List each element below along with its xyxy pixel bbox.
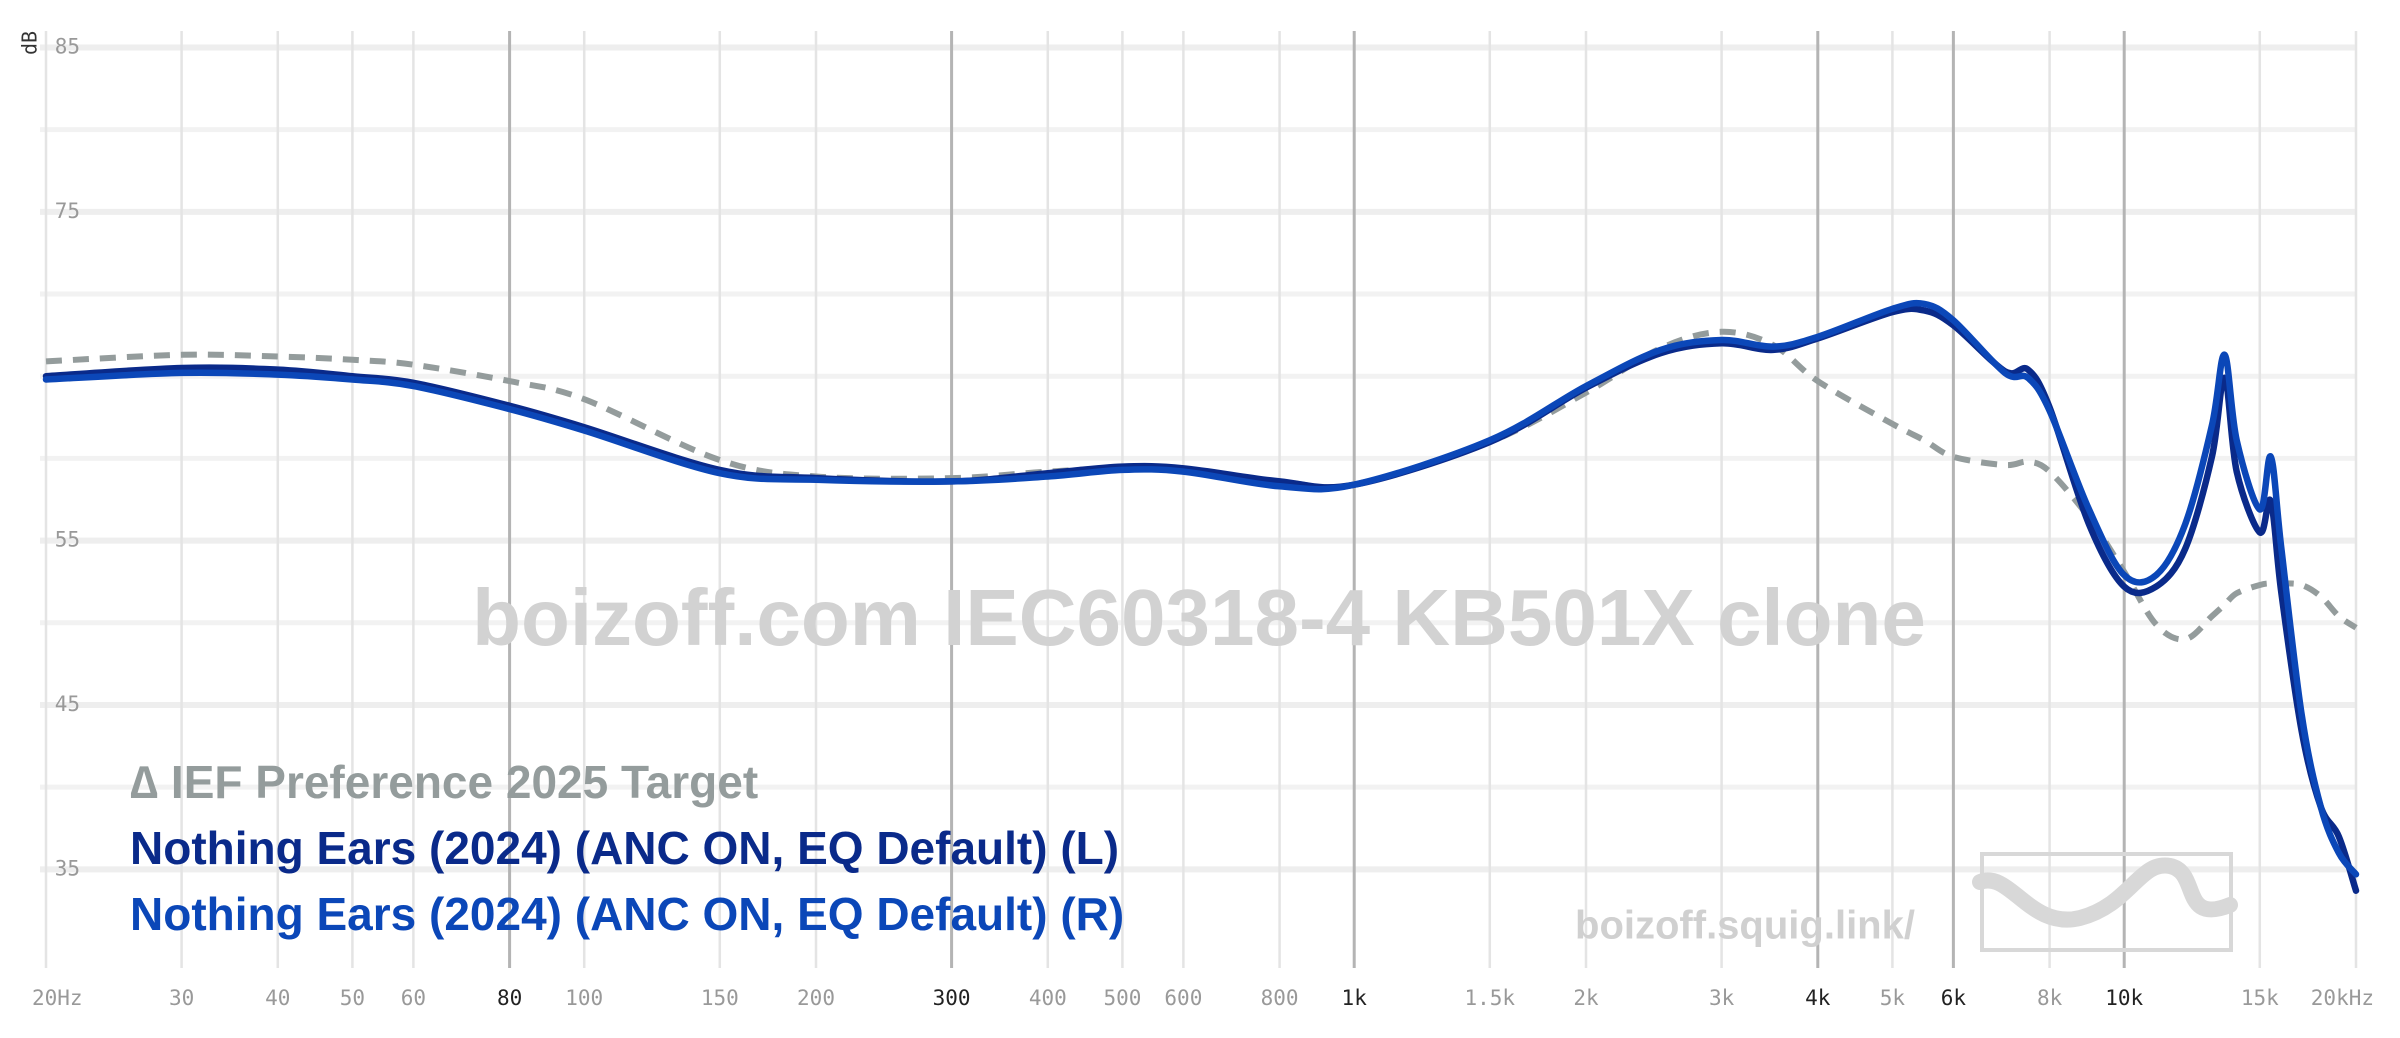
x-tick-label: 15k [2241,986,2279,1010]
x-tick-label: 30 [169,986,194,1010]
frequency-curve [45,328,2358,643]
logo [1972,852,2238,952]
x-tick-label: 300 [933,986,971,1010]
x-tick-label: 1k [1342,986,1368,1010]
x-tick-label: 4k [1805,986,1831,1010]
x-tick-label: 1.5k [1465,986,1516,1010]
x-tick-label: 3k [1709,986,1735,1010]
x-tick-label: 200 [797,986,835,1010]
site-label: boizoff.squig.link/ [1575,904,1915,948]
frequency-curve [42,299,2360,878]
x-tick-label: 8k [2037,986,2063,1010]
x-tick-label: 100 [565,986,603,1010]
x-tick-label: 150 [701,986,739,1010]
x-tick-label: 800 [1261,986,1299,1010]
legend-entry: Nothing Ears (2024) (ANC ON, EQ Default)… [130,822,1119,874]
x-tick-label: 5k [1880,986,1906,1010]
x-tick-label: 60 [401,986,426,1010]
grid: 35 45 55 75 85 20Hz 30 40 50 60 80 100 150 200 300 400 5… [32,31,2374,1010]
x-tick-label: 80 [497,986,522,1010]
legend-entry: Nothing Ears (2024) (ANC ON, EQ Default)… [130,888,1124,940]
y-tick-label: 55 [55,528,80,552]
legend-entry: ∆ IEF Preference 2025 Target [130,756,758,808]
x-tick-label: 600 [1164,986,1202,1010]
x-tick-label: 6k [1941,986,1967,1010]
legend: ∆ IEF Preference 2025 Target Nothing Ears… [130,756,1124,940]
logo-wave [1972,857,2238,928]
curves [42,299,2360,894]
y-unit: dB [18,31,42,55]
x-tick-label: 40 [265,986,290,1010]
x-tick-label: 20Hz [32,986,83,1010]
x-tick-label: 2k [1573,986,1599,1010]
x-tick-label: 400 [1029,986,1067,1010]
x-tick-label: 10k [2105,986,2143,1010]
x-tick-label: 500 [1103,986,1141,1010]
x-tick-label: 50 [340,986,365,1010]
x-tick-label: 20kHz [2311,986,2374,1010]
y-tick-label: 85 [55,34,80,58]
y-tick-label: 35 [55,856,80,880]
y-tick-label: 45 [55,692,80,716]
y-tick-label: 75 [55,199,80,223]
watermark: boizoff.com IEC60318-4 KB501X clone [472,573,1926,662]
